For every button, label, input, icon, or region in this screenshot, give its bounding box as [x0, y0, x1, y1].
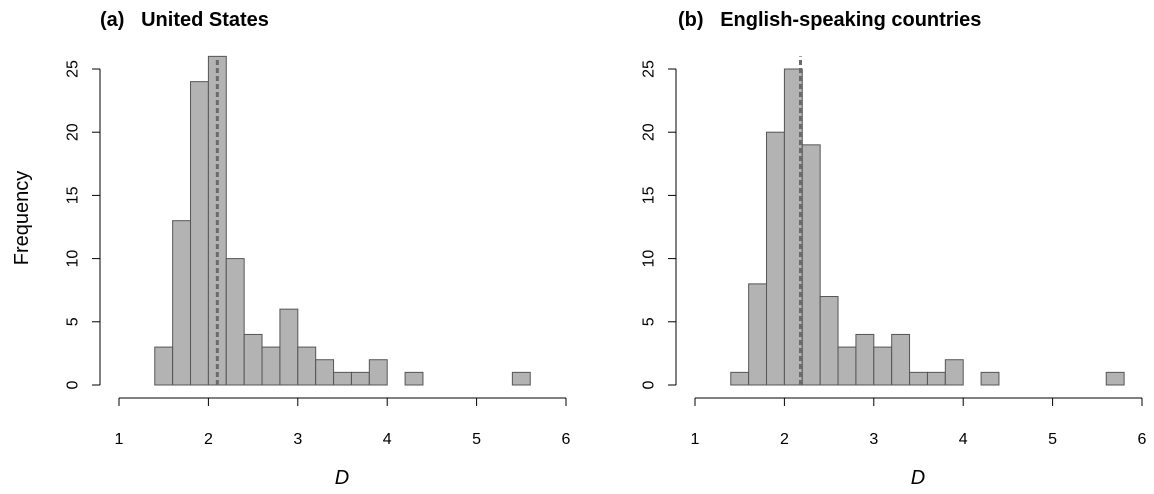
histogram-bar	[766, 131, 785, 386]
y-tick-label: 15	[641, 186, 658, 204]
x-tick-label: 4	[383, 431, 392, 448]
histogram-bar	[243, 333, 263, 386]
x-tick-label: 5	[472, 431, 481, 448]
histogram-bar	[190, 81, 209, 386]
histogram-bar	[891, 333, 911, 386]
histogram-bar	[926, 371, 946, 386]
histogram-bar	[801, 144, 821, 386]
y-tick-label: 10	[65, 250, 82, 268]
y-tick-label: 5	[65, 317, 82, 326]
x-axis: 1 2 3 4 5 6	[691, 397, 1147, 448]
bars	[154, 55, 531, 386]
y-axis: 0 5 10 15 20 25	[65, 60, 101, 389]
histogram-bar	[279, 308, 299, 386]
histogram-bar	[855, 333, 875, 386]
histogram-bar	[333, 371, 352, 386]
y-tick-label: 25	[641, 60, 658, 78]
histogram-bar	[368, 359, 388, 386]
histogram-bar	[873, 346, 893, 386]
x-tick-label: 3	[293, 431, 302, 448]
y-tick-label: 0	[641, 380, 658, 389]
histogram-bar	[748, 283, 768, 386]
x-tick-label: 6	[562, 431, 571, 448]
y-axis: 0 5 10 15 20 25	[641, 60, 677, 389]
histogram-bar	[315, 359, 335, 386]
x-tick-label: 2	[780, 431, 789, 448]
histogram-bar	[1105, 371, 1125, 386]
histogram-bar	[225, 258, 245, 386]
x-tick-label: 3	[869, 431, 878, 448]
y-tick-label: 5	[641, 317, 658, 326]
x-tick-label: 1	[691, 431, 700, 448]
x-tick-label: 5	[1048, 431, 1057, 448]
histogram-bar	[980, 371, 1000, 386]
histogram-bar	[837, 346, 857, 386]
histogram-bar	[909, 371, 928, 386]
histogram-bar	[404, 371, 424, 386]
y-axis-label: Frequency	[11, 171, 33, 266]
x-tick-label: 2	[204, 431, 213, 448]
histogram-bar	[154, 346, 174, 386]
y-tick-label: 15	[65, 186, 82, 204]
x-tick-label: 4	[959, 431, 968, 448]
x-tick-label: 6	[1138, 431, 1147, 448]
histogram-bar	[350, 371, 370, 386]
y-tick-label: 20	[65, 123, 82, 141]
y-tick-label: 20	[641, 123, 658, 141]
histogram-bar	[297, 346, 317, 386]
y-tick-label: 25	[65, 60, 82, 78]
x-tick-label: 1	[115, 431, 124, 448]
panel-title: (b) English-speaking countries	[678, 9, 981, 31]
panel-title: (a) United States	[100, 9, 269, 31]
x-axis-label: D	[911, 467, 925, 489]
histogram-bar	[511, 371, 531, 386]
bars	[730, 68, 1125, 386]
histogram-bar	[944, 359, 964, 386]
x-axis-label: D	[335, 467, 349, 489]
histogram-bar	[730, 371, 750, 386]
y-tick-label: 0	[65, 380, 82, 389]
histogram-bar	[261, 346, 281, 386]
y-tick-label: 10	[641, 250, 658, 268]
x-axis: 1 2 3 4 5 6	[115, 397, 571, 448]
histogram-bar	[819, 296, 839, 386]
histogram-bar	[172, 220, 192, 386]
